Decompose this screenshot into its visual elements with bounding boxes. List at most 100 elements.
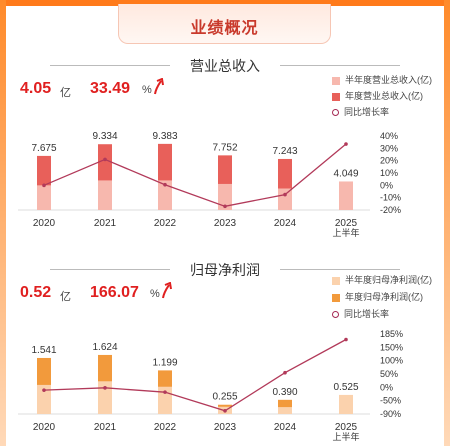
growth-rate-point (42, 183, 46, 188)
legend-half-revenue: 半年度营业总收入(亿) (332, 73, 432, 86)
growth-rate-point (344, 337, 348, 342)
title-rule-left (50, 65, 170, 66)
growth-rate-point (163, 390, 167, 394)
half-year-bar (158, 180, 172, 210)
growth-rate-line (43, 143, 347, 207)
up-arrow-icon (154, 78, 164, 95)
profit-section-title: 归母净利润 (190, 262, 260, 278)
legend-half-profit: 半年度归母净利润(亿) (332, 273, 432, 286)
x-tick-label: 2024 (274, 218, 297, 229)
legend-label: 年度归母净利润(亿) (345, 292, 423, 302)
bar-data-label: 0.390 (272, 387, 297, 398)
legend-growth-profit: 同比增长率 (332, 307, 389, 320)
revenue-kpi-growth: 33.49 (90, 80, 131, 97)
right-axis-tick-label: 20% (380, 156, 398, 166)
profit-panel: 归母净利润 0.52 亿 166.07 % 半年度归母净利润(亿) 年度归母净利… (10, 258, 440, 446)
legend-label: 半年度营业总收入(亿) (345, 75, 432, 85)
bar-data-label: 1.624 (92, 342, 117, 353)
half-year-bar (98, 180, 112, 210)
right-axis-tick-label: 10% (380, 168, 398, 178)
growth-rate-point (103, 157, 107, 162)
frame-right-border (444, 0, 450, 446)
right-axis-tick-label: 30% (380, 143, 398, 153)
x-tick-label: 2025 (335, 218, 358, 229)
bar-data-label: 1.541 (31, 345, 56, 356)
profit-kpi-growth-unit: % (150, 288, 160, 300)
title-rule-right (280, 269, 400, 270)
profit-chart: 1.541 2020 1.624 2021 1.199 2022 0.255 2023 0.39… (18, 329, 403, 442)
x-tick-label: 2020 (33, 422, 56, 433)
revenue-chart: 7.675 2020 9.334 2021 9.383 2022 7.752 2023 7.24… (18, 131, 401, 238)
legend-label: 同比增长率 (344, 107, 390, 117)
page-title: 业绩概况 (190, 20, 259, 37)
legend-annual-profit: 年度归母净利润(亿) (332, 290, 423, 303)
legend-marker-growth (332, 109, 339, 117)
x-tick-label: 2021 (94, 218, 117, 229)
x-tick-sublabel: 上半年 (332, 227, 359, 238)
bar-data-label: 7.752 (212, 142, 237, 153)
half-year-bar (98, 381, 112, 414)
bar-data-label: 1.199 (152, 357, 177, 368)
legend-label: 同比增长率 (344, 309, 390, 319)
half-year-bar (37, 185, 51, 210)
right-axis-tick-label: -10% (380, 193, 401, 203)
legend-swatch-annual (332, 293, 340, 302)
bar-data-label: 9.334 (92, 131, 117, 142)
title-rule-right (280, 65, 400, 66)
half-year-bar (278, 407, 292, 414)
right-axis-tick-label: 0% (380, 180, 393, 190)
bar-data-label: 4.049 (333, 168, 358, 179)
growth-rate-point (223, 409, 227, 413)
revenue-section-title: 营业总收入 (190, 58, 260, 74)
half-year-bar (37, 384, 51, 414)
x-tick-label: 2024 (274, 422, 297, 433)
legend-swatch-half (332, 276, 340, 285)
header-tab: 业绩概况 (118, 4, 331, 44)
legend-annual-revenue: 年度营业总收入(亿) (332, 89, 423, 102)
revenue-panel: 营业总收入 4.05 亿 33.49 % 半年度营业总收入(亿) 年度营业总收入… (10, 50, 440, 258)
half-year-bar (218, 183, 232, 210)
bar-data-label: 7.675 (31, 143, 56, 154)
right-axis-tick-label: 100% (380, 356, 403, 366)
profit-kpi-unit: 亿 (60, 291, 71, 303)
growth-rate-point (223, 204, 227, 209)
x-tick-label: 2020 (33, 218, 56, 229)
growth-rate-line (43, 338, 347, 412)
x-tick-label: 2021 (94, 422, 117, 433)
x-tick-label: 2022 (154, 218, 177, 229)
right-axis-tick-label: 0% (380, 382, 393, 392)
x-tick-label: 2025 (335, 422, 358, 433)
growth-rate-point (283, 192, 287, 197)
profit-kpi-growth: 166.07 (90, 284, 139, 301)
revenue-kpi-growth-unit: % (142, 84, 152, 96)
bar-data-label: 0.525 (333, 382, 358, 393)
profit-kpi-value: 0.52 (20, 284, 52, 301)
up-arrow-icon (162, 282, 172, 299)
right-axis-tick-label: -20% (380, 205, 401, 215)
right-axis-tick-label: -90% (380, 409, 401, 419)
right-axis-tick-label: 50% (380, 369, 398, 379)
profit-title-row: 归母净利润 (10, 260, 440, 280)
legend-growth-revenue: 同比增长率 (332, 105, 389, 118)
half-year-bar (278, 188, 292, 210)
growth-rate-point (103, 386, 107, 390)
bar-data-label: 7.243 (272, 146, 297, 157)
right-axis-tick-label: 40% (380, 131, 398, 141)
x-tick-label: 2023 (214, 218, 237, 229)
right-axis-tick-label: -50% (380, 396, 401, 406)
x-tick-label: 2022 (154, 422, 177, 433)
half-year-bar (339, 181, 353, 210)
title-rule-left (50, 269, 170, 270)
growth-rate-point (163, 182, 167, 187)
x-tick-label: 2023 (214, 422, 237, 433)
revenue-kpi-unit: 亿 (60, 87, 71, 99)
frame-top-bar (0, 0, 450, 6)
half-year-bar (339, 394, 353, 414)
x-tick-sublabel: 上半年 (332, 431, 359, 442)
legend-label: 年度营业总收入(亿) (345, 91, 423, 101)
legend-swatch-half (332, 76, 340, 85)
legend-swatch-annual (332, 92, 340, 101)
bar-data-label: 9.383 (152, 131, 177, 142)
legend-label: 半年度归母净利润(亿) (345, 275, 432, 285)
